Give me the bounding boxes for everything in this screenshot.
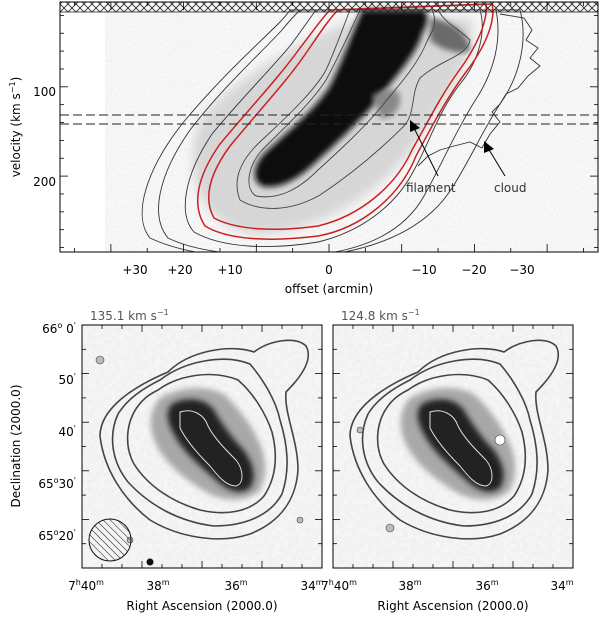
filament-arrow xyxy=(410,120,439,177)
x-tick-label: +20 xyxy=(167,263,192,277)
pv-y-axis-label: velocity (km s−1) xyxy=(8,77,23,178)
cloud-arrow xyxy=(484,141,506,177)
x-tick-label: 0 xyxy=(325,263,333,277)
x-tick-label: −20 xyxy=(461,263,486,277)
pv-contour-3 xyxy=(158,9,499,252)
pv-filament-emission xyxy=(254,10,428,187)
svg-text:36m: 36m xyxy=(224,578,247,593)
dec-tick-66: 66o 0' xyxy=(42,321,76,336)
left-ticks xyxy=(82,325,322,568)
beam-ellipse xyxy=(88,518,132,562)
ra-tick-labels-left: 7h40m 38m 36m 34m xyxy=(68,578,324,593)
pv-panel: filament cloud +30 +20 +10 0 −10 −20 −30… xyxy=(8,1,599,296)
svg-text:36m: 36m xyxy=(475,578,498,593)
dec-tick-65-30: 65o30' xyxy=(38,476,76,491)
y-tick-label: 200 xyxy=(33,175,56,189)
dec-tick-labels: 66o 0' 50' 40' 65o30' 65o20' xyxy=(38,321,76,543)
channel-map-left: 135.1 km s−1 xyxy=(81,308,323,569)
svg-text:34m: 34m xyxy=(550,578,573,593)
ra-axis-label-left: Right Ascension (2000.0) xyxy=(126,599,277,613)
pv-filament-contour xyxy=(248,9,436,198)
svg-text:Declination (2000.0): Declination (2000.0) xyxy=(9,385,23,508)
y-tick-label: 100 xyxy=(33,85,56,99)
pv-red-contour-inner xyxy=(208,3,487,231)
contour-outer xyxy=(349,339,560,540)
pv-contour-1 xyxy=(236,9,471,209)
channel-title-right: 124.8 km s−1 xyxy=(341,308,420,323)
pv-x-axis-label: offset (arcmin) xyxy=(285,282,373,296)
svg-text:velocity (km s−1): velocity (km s−1) xyxy=(8,77,23,178)
svg-text:7h40m: 7h40m xyxy=(68,578,104,593)
cloud-label: cloud xyxy=(494,181,527,195)
dec-tick-20: 65o20' xyxy=(38,528,76,543)
x-tick-label: −10 xyxy=(411,263,436,277)
svg-text:38m: 38m xyxy=(398,578,421,593)
right-ticks xyxy=(333,325,573,568)
dec-tick-40: 40' xyxy=(59,424,76,439)
x-tick-label: +10 xyxy=(217,263,242,277)
pv-red-contour-outer xyxy=(197,3,494,240)
contour-3 xyxy=(376,373,527,514)
svg-text:38m: 38m xyxy=(146,578,169,593)
channel-map-right: 124.8 km s−1 xyxy=(332,308,574,569)
dec-tick-50: 50' xyxy=(59,372,76,387)
dec-axis-label: Declination (2000.0) xyxy=(9,385,23,508)
contour-outer xyxy=(99,339,310,540)
svg-text:34m: 34m xyxy=(300,578,323,593)
pv-contour-4 xyxy=(141,9,524,252)
svg-text:7h40m: 7h40m xyxy=(321,578,357,593)
pv-contour-2 xyxy=(184,9,483,247)
contour-2 xyxy=(361,358,538,527)
x-tick-label: +30 xyxy=(122,263,147,277)
ra-axis-label-right: Right Ascension (2000.0) xyxy=(377,599,528,613)
ra-tick-labels-right: 7h40m 38m 36m 34m xyxy=(321,578,574,593)
pv-cloud-contour xyxy=(417,13,541,167)
channel-title-left: 135.1 km s−1 xyxy=(90,308,169,323)
contour-3 xyxy=(126,373,277,514)
contour-2 xyxy=(111,358,288,527)
x-tick-label: −30 xyxy=(509,263,534,277)
filament-label: filament xyxy=(406,181,456,195)
pv-ticks xyxy=(60,2,598,252)
beam-dot xyxy=(146,558,154,566)
